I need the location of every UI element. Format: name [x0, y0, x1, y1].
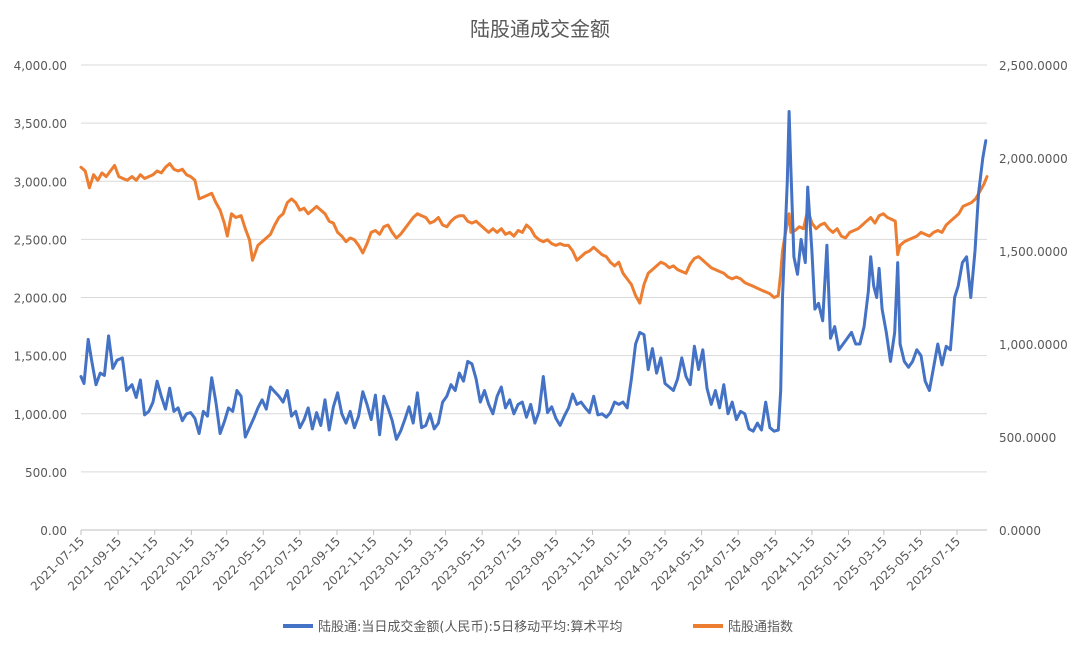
- y-axis-left: 0.00 500.00 1,000.00 1,500.00 2,000.00 2,500.…: [14, 59, 67, 538]
- chart-title: 陆股通成交金额: [470, 17, 610, 41]
- y-left-tick-label: 500.00: [25, 466, 67, 480]
- y-left-tick-label: 4,000.00: [14, 59, 67, 73]
- series-line-turnover: [79, 110, 988, 441]
- y-left-tick-label: 2,000.00: [14, 292, 67, 306]
- legend-label: 陆股通指数: [728, 619, 793, 635]
- legend-label: 陆股通:当日成交金额(人民币):5日移动平均:算术平均: [318, 619, 623, 635]
- y-axis-right: 0.0000 500.0000 1,000.0000 1,500.0000 2,000.…: [999, 59, 1068, 538]
- y-right-tick-label: 2,500.0000: [999, 59, 1068, 73]
- legend: 陆股通:当日成交金额(人民币):5日移动平均:算术平均 陆股通指数: [283, 619, 793, 635]
- y-right-tick-label: 500.0000: [999, 431, 1056, 445]
- y-left-tick-label: 1,500.00: [14, 350, 67, 364]
- y-left-tick-label: 0.00: [40, 524, 67, 538]
- y-right-tick-label: 1,500.0000: [999, 245, 1068, 259]
- series-line-index: [79, 162, 989, 305]
- series-layer: [79, 110, 989, 441]
- y-right-tick-label: 0.0000: [999, 524, 1041, 538]
- y-right-tick-label: 1,000.0000: [999, 338, 1068, 352]
- y-left-tick-label: 3,500.00: [14, 117, 67, 131]
- y-right-tick-label: 2,000.0000: [999, 152, 1068, 166]
- x-axis: 2021-07-152021-09-152021-11-152022-01-15…: [28, 529, 987, 593]
- y-left-tick-label: 3,000.00: [14, 175, 67, 189]
- y-left-tick-label: 2,500.00: [14, 233, 67, 247]
- y-left-tick-label: 1,000.00: [14, 408, 67, 422]
- gridlines: [81, 64, 987, 531]
